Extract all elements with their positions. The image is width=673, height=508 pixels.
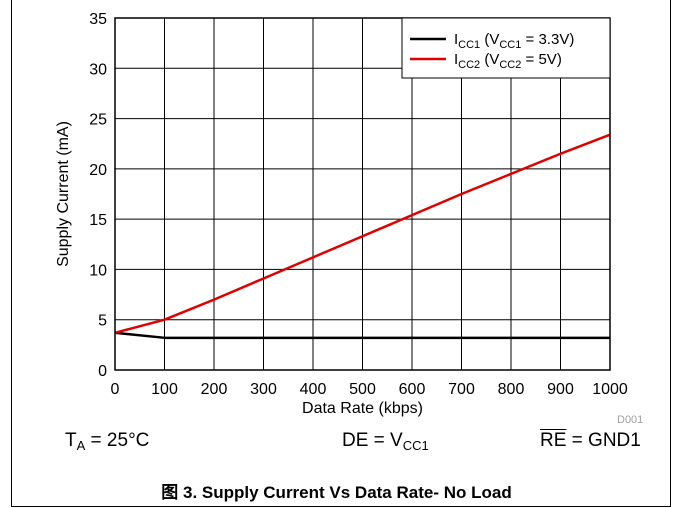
series-line-2	[114, 133, 611, 334]
y-tick-label: 20	[89, 162, 107, 179]
figure-id: D001	[617, 414, 644, 426]
plot-area	[114, 17, 611, 371]
x-tick-label: 600	[399, 381, 426, 398]
x-tick-label: 1000	[592, 381, 628, 398]
y-tick-label: 5	[98, 313, 107, 330]
tick-labels: 0 100 200 300 400 500 600 700 800 900 1000 0 5 10 15 20…	[89, 11, 628, 398]
supply-current-chart: 0 100 200 300 400 500 600 700 800 900 1000 0 5 10 15 20…	[55, 11, 628, 417]
y-tick-label: 25	[89, 112, 107, 129]
x-tick-label: 400	[300, 381, 327, 398]
x-tick-label: 200	[201, 381, 228, 398]
x-tick-label: 300	[250, 381, 277, 398]
legend: ICC1 (VCC1 = 3.3V)ICC2 (VCC2 = 5V)	[401, 17, 611, 79]
condition-de: DE = VCC1	[342, 430, 429, 453]
series-lines	[114, 133, 611, 340]
legend-label-2: ICC2 (VCC2 = 5V)	[454, 51, 562, 71]
y-tick-label: 15	[89, 212, 107, 229]
x-tick-label: 800	[498, 381, 525, 398]
x-tick-label: 900	[547, 381, 574, 398]
series-line-1	[114, 331, 610, 340]
y-tick-label: 0	[98, 363, 107, 380]
x-tick-label: 100	[151, 381, 178, 398]
y-axis-label: Supply Current (mA)	[55, 121, 72, 267]
x-axis-label: Data Rate (kbps)	[302, 400, 423, 417]
figure-frame	[11, 0, 671, 507]
condition-re: RE = GND1	[540, 430, 641, 451]
y-tick-label: 30	[89, 61, 107, 78]
y-tick-label: 35	[89, 11, 107, 28]
figure-caption: 图 3. Supply Current Vs Data Rate- No Loa…	[161, 483, 512, 502]
y-tick-label: 10	[89, 262, 107, 279]
x-tick-label: 0	[111, 381, 120, 398]
x-tick-label: 500	[349, 381, 376, 398]
condition-temperature: TA = 25°C	[65, 430, 150, 453]
x-tick-label: 700	[448, 381, 475, 398]
legend-box	[401, 17, 611, 79]
legend-label-1: ICC1 (VCC1 = 3.3V)	[454, 31, 574, 51]
